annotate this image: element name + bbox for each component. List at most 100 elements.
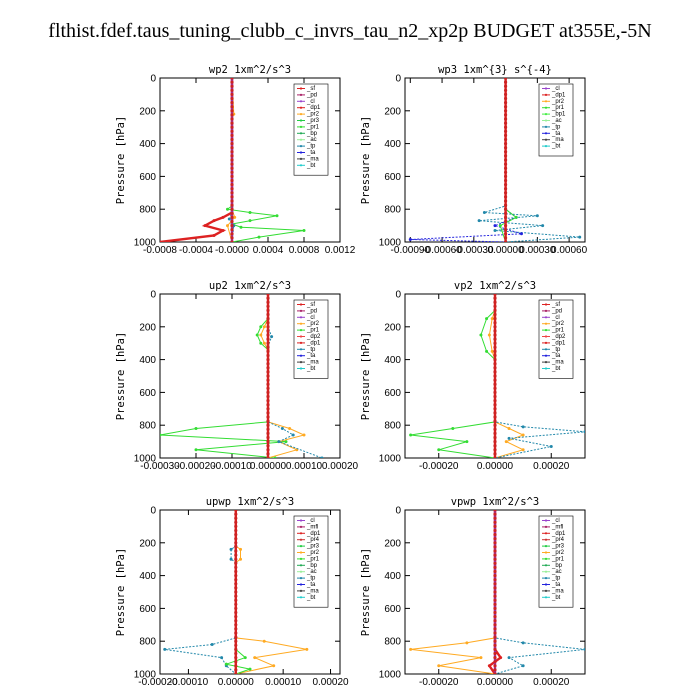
legend-entry: _pr4 (306, 537, 320, 543)
legend-entry: _cl (306, 99, 315, 105)
series-point (493, 545, 497, 549)
legend-entry: _bt (551, 366, 561, 372)
series-point (230, 183, 234, 187)
series-point (437, 664, 441, 668)
legend-entry: _ta (306, 353, 316, 359)
series-point (230, 219, 234, 224)
series-point (234, 602, 238, 606)
series-point (503, 129, 508, 133)
series-point (239, 557, 243, 561)
series-point (485, 317, 489, 321)
y-tick-label: 200 (139, 106, 156, 117)
series-point (507, 426, 511, 430)
series-point (230, 203, 234, 207)
series-point (503, 240, 508, 242)
series-point (493, 341, 497, 345)
panel-title: wp2 1xm^2/s^3 (209, 64, 291, 76)
series-point (493, 578, 497, 582)
series-line (410, 510, 496, 674)
series-point (234, 574, 238, 578)
series-point (270, 335, 274, 339)
series-point (239, 225, 243, 229)
series-point (234, 528, 238, 533)
legend-marker (299, 596, 303, 599)
x-tick-label: 0.00000 (477, 461, 514, 472)
y-tick-label: 1000 (134, 454, 157, 465)
series-point (493, 553, 497, 557)
series-point (493, 229, 497, 233)
legend-entry: _bp (306, 131, 318, 137)
series-point (230, 215, 234, 219)
legend-entry: _ma (306, 156, 319, 162)
legend-entry: _bp1 (551, 112, 566, 118)
series-point (503, 174, 508, 178)
legend-marker (544, 367, 548, 370)
legend-marker (299, 361, 303, 364)
series-point (493, 407, 497, 411)
series-point (234, 619, 238, 623)
series-point (257, 235, 261, 239)
series-point (234, 647, 238, 651)
legend-entry: _ta (551, 353, 561, 359)
series-point (503, 236, 508, 240)
legend-marker (544, 361, 548, 364)
series-point (493, 631, 497, 635)
series-point (493, 308, 497, 312)
series-point (503, 207, 508, 211)
legend-entry: _mfl (551, 524, 563, 530)
series-point (477, 219, 481, 223)
legend-entry: _ta (551, 131, 561, 137)
series-point (234, 524, 238, 528)
series-point (234, 627, 238, 631)
x-tick-label: -0.00010 (212, 461, 252, 472)
legend-marker (544, 106, 548, 109)
series-point (266, 337, 270, 341)
y-tick-label: 800 (384, 421, 401, 432)
series-point (503, 215, 508, 219)
legend-marker (299, 519, 303, 522)
series-point (160, 240, 162, 242)
legend-marker (299, 322, 303, 325)
series-point (493, 362, 497, 366)
y-axis-label: Pressure [hPa] (360, 548, 372, 637)
series-point (493, 549, 497, 553)
legend-entry: _bt (551, 144, 561, 150)
legend-entry: _tp (551, 347, 561, 353)
legend-entry: _cl (306, 315, 315, 321)
legend-entry: _sf (306, 302, 315, 308)
series-point (266, 444, 270, 448)
legend-marker (544, 341, 548, 344)
series-point (503, 191, 508, 195)
panel-vp2: vp2 1xm^2/s^3 Pressure [hPa] 0 200 400 600 800… (360, 280, 586, 472)
legend-entry: _pr2 (306, 321, 320, 327)
series-line (410, 294, 496, 458)
x-tick-label: 0.00000 (488, 245, 525, 256)
x-tick-label: 0.00010 (265, 677, 302, 688)
series-point (493, 561, 497, 565)
series-point (493, 565, 497, 569)
series-point (230, 101, 234, 105)
series-point (230, 80, 234, 84)
panel-title: up2 1xm^2/s^3 (209, 280, 291, 292)
legend-entry: _sf (551, 302, 560, 308)
series-point (266, 304, 270, 308)
x-tick-label: 0.0008 (289, 245, 320, 256)
legend-entry: _pr3 (306, 118, 320, 124)
legend-box (293, 83, 329, 176)
series-point (262, 325, 266, 329)
series-point (493, 382, 497, 386)
y-axis-label: Pressure [hPa] (360, 332, 372, 421)
series-point (503, 166, 508, 170)
series-point (255, 333, 259, 337)
series-point (493, 399, 497, 403)
legend-entry: _ma (306, 588, 319, 594)
series-point (493, 541, 497, 545)
legend-box (538, 299, 574, 379)
legend-marker (299, 157, 303, 160)
legend-entry: _pd (551, 308, 562, 314)
series-point (503, 96, 508, 101)
series-point (493, 448, 497, 452)
legend-marker (299, 532, 303, 535)
series-point (230, 137, 234, 142)
legend-entry: _tp (551, 124, 561, 130)
